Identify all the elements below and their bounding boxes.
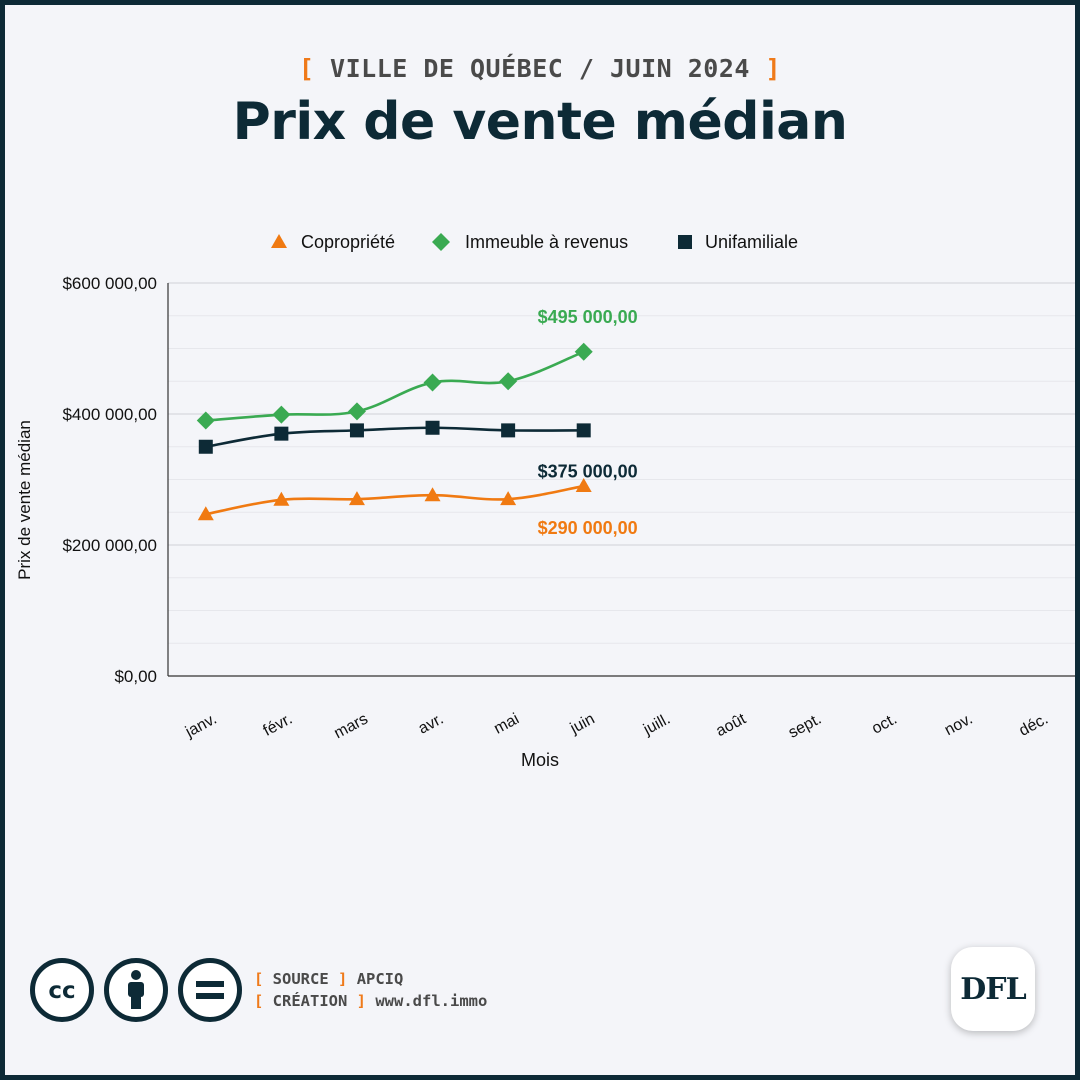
data-point <box>423 373 442 392</box>
legend-marker <box>678 235 692 249</box>
data-point <box>274 426 289 441</box>
data-point <box>348 491 365 506</box>
legend-marker <box>271 234 287 248</box>
x-tick-label: nov. <box>942 711 976 740</box>
source-line: [ SOURCE ] APCIQ <box>254 970 404 988</box>
x-tick-label: avr. <box>416 711 447 738</box>
svg-text:cc: cc <box>48 978 75 1004</box>
x-tick-label: mai <box>491 711 522 738</box>
dfl-logo: DFL <box>951 947 1035 1031</box>
data-point <box>424 487 441 502</box>
x-tick-label: oct. <box>869 711 900 738</box>
kicker-close-bracket: ] <box>765 54 782 83</box>
data-label: $375 000,00 <box>538 461 638 481</box>
data-label: $290 000,00 <box>538 518 638 538</box>
cc-icon: cc <box>30 958 94 1022</box>
data-point <box>500 491 517 506</box>
y-tick-label: $600 000,00 <box>62 274 157 293</box>
data-point <box>273 491 290 506</box>
x-tick-label: févr. <box>261 711 296 740</box>
page-title: Prix de vente médian <box>232 92 848 152</box>
data-point <box>576 423 591 438</box>
creation-key: CRÉATION <box>272 992 348 1010</box>
legend-label: Unifamiliale <box>705 232 798 252</box>
kicker-open-bracket: [ <box>298 54 315 83</box>
data-point <box>574 342 593 361</box>
data-point <box>349 423 364 438</box>
creation-value[interactable]: www.dfl.immo <box>375 992 488 1010</box>
data-point <box>575 478 592 493</box>
x-tick-label: janv. <box>182 711 220 742</box>
credits: [ SOURCE ] APCIQ [ CRÉATION ] www.dfl.im… <box>254 968 487 1012</box>
creation-line: [ CRÉATION ] www.dfl.immo <box>254 992 488 1010</box>
data-point <box>197 506 214 521</box>
data-point <box>347 402 366 421</box>
legend-label: Immeuble à revenus <box>465 232 628 252</box>
x-tick-label: mars <box>331 711 370 743</box>
data-point <box>198 439 213 454</box>
by-attribution-icon <box>104 958 168 1022</box>
x-axis-title: Mois <box>521 750 559 770</box>
x-tick-label: juill. <box>640 711 673 739</box>
y-axis-title: Prix de vente médian <box>15 420 34 580</box>
data-point <box>196 411 215 430</box>
data-label: $495 000,00 <box>538 307 638 327</box>
legend-label: Copropriété <box>301 232 395 252</box>
x-tick-label: sept. <box>786 711 825 742</box>
data-point <box>425 420 440 435</box>
source-value: APCIQ <box>356 970 404 988</box>
series-line <box>205 426 584 449</box>
y-tick-label: $400 000,00 <box>62 405 157 424</box>
nd-no-derivatives-icon <box>178 958 242 1022</box>
source-key: SOURCE <box>272 970 329 988</box>
data-point <box>501 423 516 438</box>
y-tick-label: $0,00 <box>114 667 157 686</box>
data-point <box>499 372 518 391</box>
x-tick-label: déc. <box>1016 711 1051 740</box>
x-tick-label: août <box>713 710 749 740</box>
y-tick-label: $200 000,00 <box>62 536 157 555</box>
series-line <box>205 484 584 516</box>
data-point <box>272 405 291 424</box>
kicker-heading: [ VILLE DE QUÉBEC / JUIN 2024 ] <box>0 54 1080 83</box>
x-tick-label: juin <box>567 711 598 738</box>
kicker-text: VILLE DE QUÉBEC / JUIN 2024 <box>330 54 750 83</box>
legend-marker <box>432 233 450 251</box>
